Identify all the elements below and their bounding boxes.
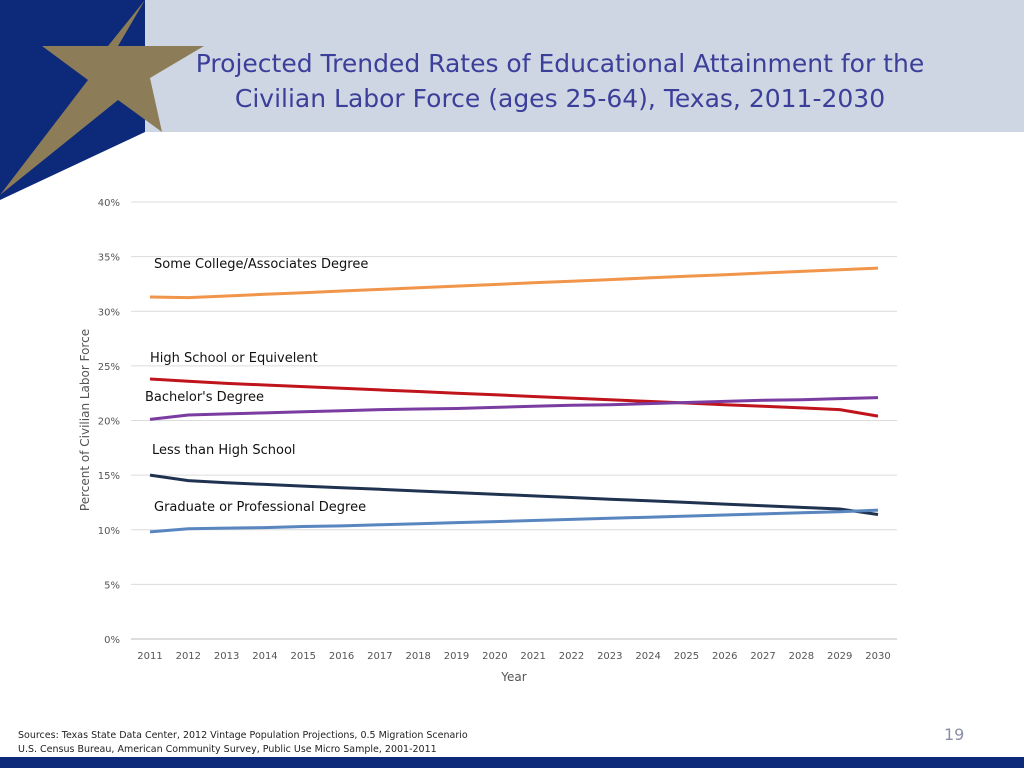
y-axis-title: Percent of Civilian Labor Force [78,329,92,511]
y-tick-label: 25% [98,362,120,373]
slide-title-line-2: Civilian Labor Force (ages 25-64), Texas… [234,84,886,113]
series-line [149,377,879,418]
x-tick-label: 2019 [444,651,469,662]
y-tick-label: 15% [98,471,120,482]
x-tick-label: 2020 [482,651,507,662]
x-axis-title: Year [500,670,526,684]
x-tick-label: 2017 [367,651,392,662]
sources-note: Sources: Texas State Data Center, 2012 V… [18,729,468,757]
y-tick-label: 40% [98,198,120,209]
x-tick-label: 2027 [750,651,775,662]
series-labels: Some College/Associates Degree High Schoo… [145,257,368,515]
x-tick-label: 2013 [214,651,239,662]
star-icon [0,0,204,195]
x-tick-label: 2024 [635,651,660,662]
x-tick-label: 2012 [176,651,201,662]
x-tick-label: 2014 [252,651,277,662]
x-tick-label: 2021 [520,651,545,662]
series-label: Less than High School [152,443,296,458]
series-line [149,473,879,516]
x-tick-label: 2022 [559,651,584,662]
series-layer [149,266,879,534]
page-number: 19 [944,725,965,744]
sources-line-1: Sources: Texas State Data Center, 2012 V… [18,730,468,741]
y-tick-label: 0% [104,635,120,646]
series-line [149,266,879,300]
x-tick-label: 2026 [712,651,737,662]
grid-layer [131,201,897,640]
series-line [149,508,879,534]
x-tick-label: 2029 [827,651,852,662]
x-tick-label: 2028 [789,651,814,662]
y-tick-label: 30% [98,307,120,318]
y-tick-label: 20% [98,417,120,428]
series-label: Some College/Associates Degree [154,257,368,272]
series-label: Bachelor's Degree [145,390,264,405]
y-axis-ticks: 0% 5% 10% 15% 20% 25% 30% 35% 40% [98,198,120,646]
series-line [149,396,879,421]
y-tick-label: 5% [104,580,120,591]
x-tick-label: 2016 [329,651,354,662]
bottom-bar [0,757,1024,768]
sources-line-2: U.S. Census Bureau, American Community S… [18,744,437,755]
x-tick-label: 2030 [865,651,890,662]
x-tick-label: 2018 [405,651,430,662]
slide-title-line-1: Projected Trended Rates of Educational A… [195,49,925,78]
y-tick-label: 10% [98,526,120,537]
series-label: Graduate or Professional Degree [154,500,366,515]
x-tick-label: 2023 [597,651,622,662]
x-tick-label: 2025 [674,651,699,662]
x-axis-ticks: 2011 2012 2013 2014 2015 2016 2017 2018 2019 2020… [137,651,890,662]
y-tick-label: 35% [98,253,120,264]
header-band [0,0,1024,132]
corner-graphic [0,0,204,200]
slide-title: Projected Trended Rates of Educational A… [180,46,940,116]
x-tick-label: 2015 [291,651,316,662]
series-label: High School or Equivelent [150,351,318,366]
x-tick-label: 2011 [137,651,162,662]
